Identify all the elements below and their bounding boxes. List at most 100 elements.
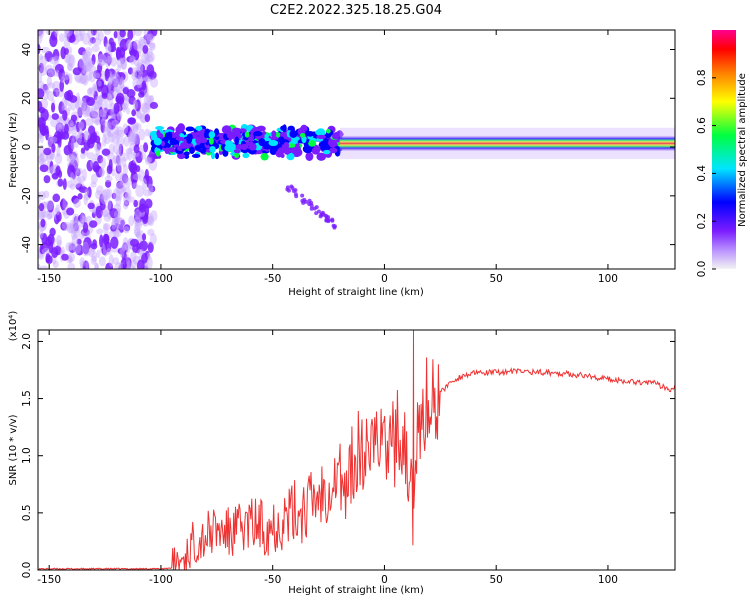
noise-blob xyxy=(114,156,122,167)
noise-blob xyxy=(78,231,84,240)
noise-blob xyxy=(103,138,111,145)
band-blob xyxy=(188,146,195,154)
noise-blob xyxy=(111,77,119,87)
noise-blob xyxy=(112,125,120,135)
noise-blob xyxy=(128,160,137,173)
noise-blob xyxy=(108,133,115,143)
noise-blob xyxy=(87,186,92,198)
noise-blob xyxy=(92,82,99,92)
noise-blob xyxy=(127,67,134,75)
noise-blob xyxy=(39,153,48,163)
noise-blob xyxy=(55,211,62,223)
noise-blob xyxy=(102,107,109,120)
noise-blob xyxy=(148,42,156,49)
noise-blob xyxy=(115,164,122,174)
y-tick-label: 0.0 xyxy=(21,562,33,579)
noise-blob xyxy=(119,173,129,187)
noise-blob xyxy=(133,49,140,61)
noise-blob xyxy=(72,223,81,234)
noise-blob xyxy=(78,186,88,193)
noise-blob xyxy=(38,56,48,67)
noise-blob xyxy=(143,94,152,106)
band-blob xyxy=(160,140,165,147)
noise-blob xyxy=(53,87,60,97)
noise-blob xyxy=(114,215,119,227)
band-blob xyxy=(156,129,161,139)
noise-blob xyxy=(114,129,119,140)
band-blob xyxy=(306,130,315,137)
noise-blob xyxy=(140,152,147,160)
noise-blob xyxy=(72,156,80,169)
noise-blob xyxy=(75,30,83,37)
noise-blob xyxy=(135,150,143,164)
noise-blob xyxy=(70,114,78,122)
noise-blob xyxy=(98,256,106,267)
noise-blob xyxy=(96,141,101,150)
noise-blob xyxy=(69,183,76,190)
noise-blob xyxy=(97,30,104,42)
noise-blob xyxy=(47,233,55,246)
noise-blob xyxy=(94,95,102,105)
noise-blob xyxy=(131,71,138,80)
band-blob xyxy=(253,131,263,137)
noise-blob xyxy=(117,247,127,255)
noise-blob xyxy=(89,220,98,228)
band-blob xyxy=(155,150,161,157)
noise-blob xyxy=(82,61,92,72)
noise-blob xyxy=(75,33,83,42)
noise-blob xyxy=(97,58,106,66)
noise-blob xyxy=(126,55,135,63)
noise-blob xyxy=(83,55,92,69)
noise-blob xyxy=(108,254,114,267)
noise-blob xyxy=(142,44,149,54)
noise-blob xyxy=(46,90,55,101)
noise-blob xyxy=(125,253,130,266)
y-tick-label: -20 xyxy=(21,187,33,204)
noise-blob xyxy=(91,114,101,124)
noise-blob xyxy=(67,252,76,263)
spectrogram-x-label: Height of straight line (km) xyxy=(288,287,424,298)
noise-blob xyxy=(90,173,98,184)
band-blob xyxy=(320,143,331,152)
noise-blob xyxy=(94,113,100,126)
noise-blob xyxy=(64,74,70,85)
noise-blob xyxy=(105,59,111,68)
noise-blob xyxy=(71,125,78,138)
noise-blob xyxy=(79,119,87,131)
noise-blob xyxy=(114,261,122,269)
noise-blob xyxy=(67,164,76,178)
noise-blob xyxy=(76,238,82,245)
noise-blob xyxy=(73,197,81,209)
noise-blob xyxy=(50,118,59,128)
noise-blob xyxy=(120,61,127,71)
noise-blob xyxy=(132,182,138,189)
colorbar-ticks: 0.0 0.2 0.4 0.6 0.8 xyxy=(696,69,716,277)
noise-blob xyxy=(68,243,76,254)
noise-blob xyxy=(114,68,119,78)
tail-blob xyxy=(300,193,305,198)
noise-blob xyxy=(38,88,45,99)
noise-blob xyxy=(85,117,94,127)
noise-blob xyxy=(51,69,60,77)
noise-blob xyxy=(131,67,138,78)
noise-blob xyxy=(71,195,80,204)
x-tick-label: 100 xyxy=(598,574,618,586)
noise-blob xyxy=(134,209,142,220)
noise-blob xyxy=(113,143,122,155)
band-blob xyxy=(255,149,263,155)
noise-blob xyxy=(51,102,56,113)
noise-blob xyxy=(38,100,43,112)
noise-blob xyxy=(149,77,159,88)
band-blob xyxy=(289,130,298,138)
noise-blob xyxy=(78,218,85,228)
noise-blob xyxy=(110,57,118,67)
noise-blob xyxy=(124,193,129,200)
band-blob xyxy=(258,138,266,147)
tail-blob xyxy=(309,206,314,211)
noise-blob xyxy=(85,106,94,118)
noise-blob xyxy=(146,256,153,269)
noise-blob xyxy=(78,57,86,69)
snr-y-scale-label: (x10⁴) xyxy=(8,311,19,342)
noise-blob xyxy=(77,107,83,119)
snr-x-label: Height of straight line (km) xyxy=(288,585,424,596)
